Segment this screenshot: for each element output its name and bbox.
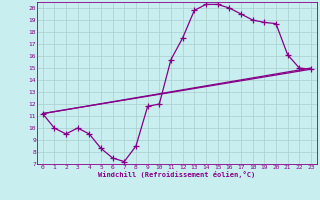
X-axis label: Windchill (Refroidissement éolien,°C): Windchill (Refroidissement éolien,°C) <box>98 171 255 178</box>
